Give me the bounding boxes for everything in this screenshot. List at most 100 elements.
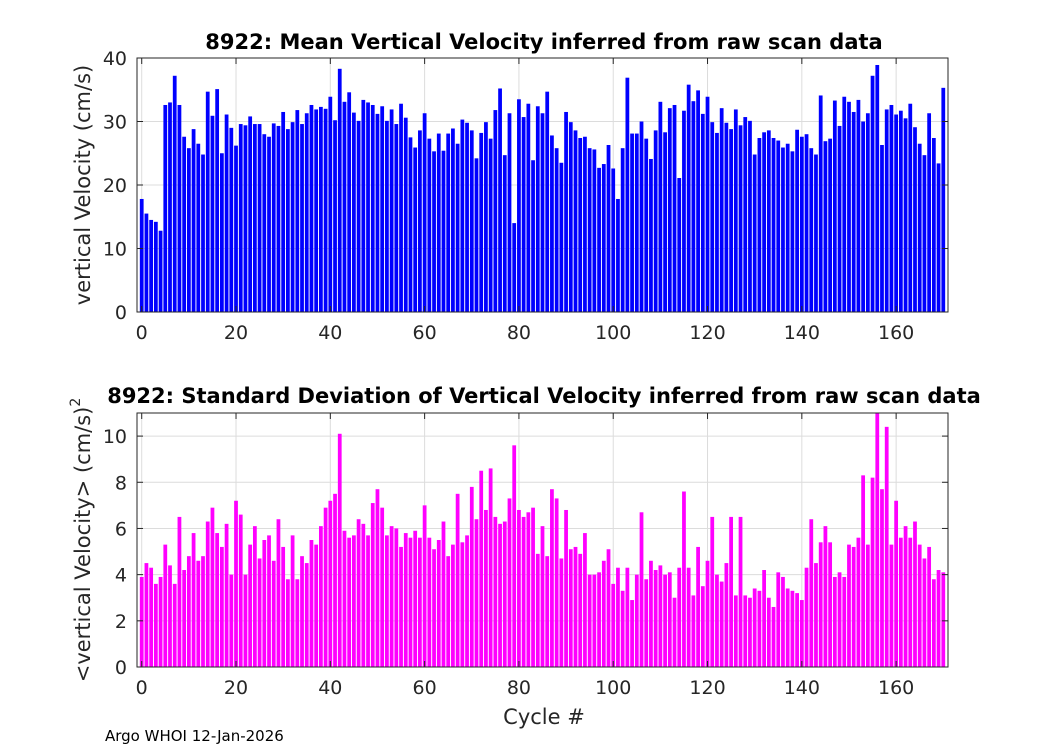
bottom-bar [686,567,691,667]
top-bar [418,130,422,312]
top-bar [337,68,342,312]
bottom-bar [177,516,182,667]
bottom-y-tick-label: 2 [115,611,127,633]
bottom-bar [427,537,432,667]
bottom-bar [248,544,253,667]
top-bar [479,132,484,312]
top-bar [153,221,158,312]
top-bar [257,124,262,312]
bottom-bar [342,530,347,667]
top-bar [290,122,295,312]
top-chart-title: 8922: Mean Vertical Velocity inferred fr… [205,30,882,54]
top-bar [432,151,436,312]
top-bar [182,136,187,312]
bottom-bar [757,590,762,667]
top-bar [601,164,606,312]
bottom-bar [710,516,715,667]
bottom-y-tick-label: 10 [103,426,127,448]
top-bar [672,104,677,313]
bottom-bar [870,477,875,667]
top-bar [276,125,281,312]
bottom-bar [182,570,187,667]
bottom-bar [842,576,847,667]
bottom-bar [153,583,158,667]
top-y-tick-label: 10 [103,239,127,261]
top-bar [191,129,196,312]
bottom-bar [493,516,498,667]
top-bar [616,198,620,312]
bottom-y-tick-label: 4 [115,565,127,587]
top-bar [865,113,870,312]
top-bar [847,101,851,312]
top-bar [413,147,418,312]
top-bar [177,104,182,313]
top-bar [748,120,752,312]
top-bar [319,106,323,313]
top-bar [790,151,795,312]
top-bar [851,111,856,312]
top-bar [370,104,375,313]
top-bar [880,145,884,312]
top-bar [908,103,913,312]
bottom-bar [738,516,743,667]
top-bar [281,111,286,312]
bottom-bar [356,519,361,667]
top-bar [545,91,550,312]
top-bar [696,90,700,312]
top-bar [309,104,314,313]
top-bar [861,121,866,312]
top-bar [139,198,144,312]
bottom-x-tick-label: 0 [136,677,148,699]
top-bar [502,155,507,312]
bottom-bar [724,563,729,667]
top-bar [889,104,894,313]
bottom-bar [639,512,644,667]
bottom-y-axis-superscript: 2 [68,398,84,407]
bottom-bar [663,574,667,667]
top-bar [564,111,568,312]
bottom-bar [394,528,399,667]
top-bar [573,130,578,312]
bottom-bar [507,498,512,667]
top-bar [436,133,441,312]
bottom-bar [644,579,649,667]
top-bar [149,219,154,312]
bottom-bar [436,540,441,667]
top-bar [837,125,842,312]
bottom-x-tick-label: 40 [318,677,342,699]
bottom-bar [215,533,220,667]
top-bar [262,134,267,312]
top-bar [474,158,479,312]
bottom-bar [917,544,922,667]
top-bar [186,148,191,312]
bottom-bar [262,540,267,667]
bottom-bar [667,572,672,667]
top-x-tick-label: 20 [224,322,248,344]
bottom-bar [880,489,884,667]
bottom-bar [606,549,611,667]
bottom-bar [403,533,408,667]
bottom-y-axis-label-group: <vertical Velocity> (cm/s)2 [68,398,95,683]
top-bar [649,158,653,312]
top-x-tick-label: 160 [878,322,914,344]
bottom-bar [781,576,785,667]
bottom-bar [521,516,526,667]
top-bar [729,129,733,312]
top-bar [766,130,771,312]
top-bar [804,134,809,312]
bottom-bar [630,600,634,667]
bottom-bar [847,544,851,667]
top-bar [625,77,630,312]
top-bar [743,117,748,312]
bottom-bar [818,542,823,667]
top-bar [196,143,201,312]
top-bar [682,110,686,313]
bottom-bar [455,493,460,667]
bottom-bar [540,526,545,667]
top-y-tick-label: 0 [115,302,127,324]
bottom-bar [276,519,281,667]
bottom-bar [568,549,573,667]
top-bar [568,122,573,312]
bottom-bar [889,544,894,667]
